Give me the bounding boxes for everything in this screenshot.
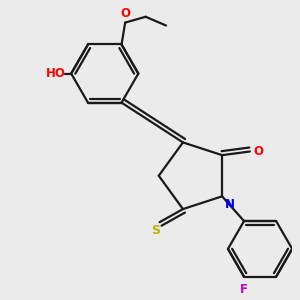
Text: O: O bbox=[120, 8, 130, 20]
Text: HO: HO bbox=[46, 67, 65, 80]
Text: S: S bbox=[151, 224, 160, 237]
Text: N: N bbox=[225, 198, 235, 211]
Text: O: O bbox=[254, 145, 263, 158]
Text: F: F bbox=[240, 283, 248, 296]
